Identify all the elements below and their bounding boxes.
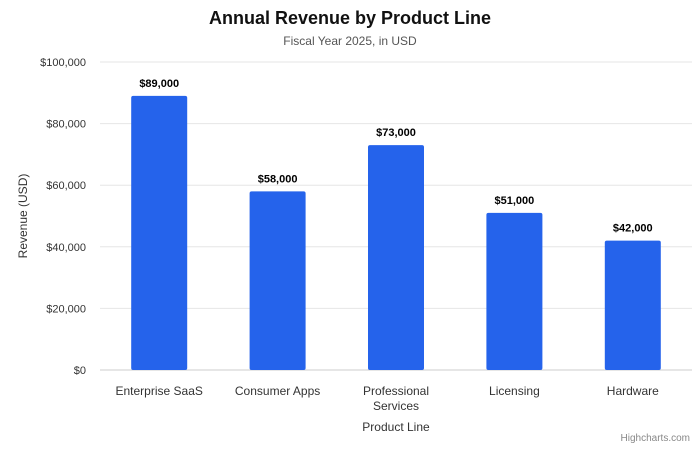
credits-link[interactable]: Highcharts.com — [620, 433, 690, 444]
bar — [604, 240, 661, 370]
data-label: $58,000 — [258, 173, 298, 185]
bar — [368, 145, 424, 370]
x-tick-label: Consumer Apps — [235, 384, 320, 398]
x-tick-label: Hardware — [607, 384, 659, 398]
x-axis-title: Product Line — [362, 420, 430, 434]
bar — [249, 191, 306, 370]
bar — [131, 95, 188, 370]
x-tick-label: Enterprise SaaS — [116, 384, 203, 398]
y-tick-label: $80,000 — [46, 119, 86, 131]
y-axis-title: Revenue (USD) — [16, 174, 30, 259]
y-tick-label: $60,000 — [46, 180, 86, 192]
x-tick-label: Licensing — [489, 384, 540, 398]
y-tick-label: $40,000 — [46, 242, 86, 254]
x-tick-label: Professional Services — [363, 384, 429, 413]
data-label: $89,000 — [139, 78, 179, 90]
chart-title: Annual Revenue by Product Line — [208, 8, 492, 28]
y-tick-label: $0 — [74, 365, 86, 377]
y-tick-label: $20,000 — [46, 303, 86, 315]
chart-subtitle: Fiscal Year 2025, in USD — [283, 34, 417, 48]
y-tick-label: $100,000 — [40, 57, 86, 69]
data-label: $73,000 — [376, 127, 416, 139]
bar — [486, 212, 543, 370]
data-label: $42,000 — [613, 223, 653, 235]
data-label: $51,000 — [495, 195, 535, 207]
